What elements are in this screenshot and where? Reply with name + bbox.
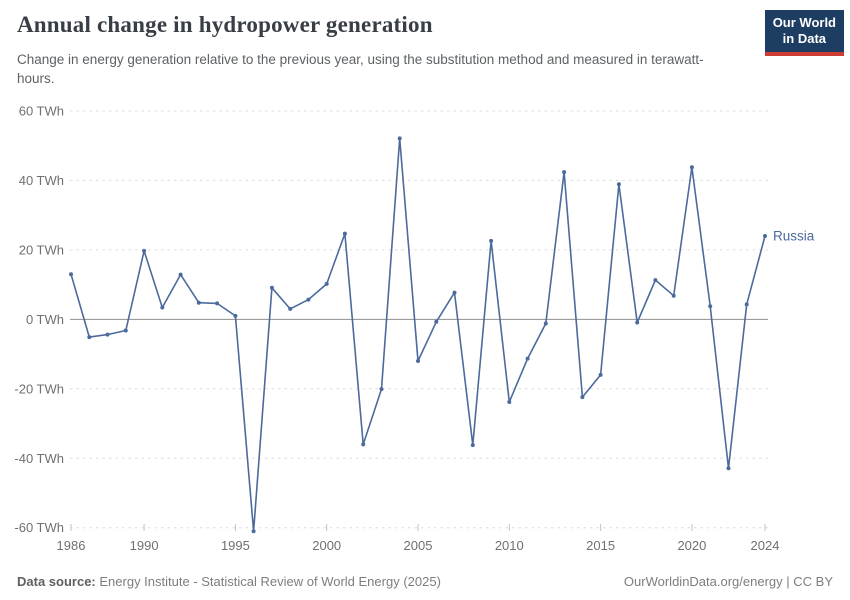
license-label: CC BY: [793, 574, 833, 589]
data-point-1998[interactable]: [288, 306, 293, 311]
data-point-1994[interactable]: [215, 301, 220, 306]
chart-footer: Data source: Energy Institute - Statisti…: [17, 574, 833, 589]
data-point-2018[interactable]: [653, 278, 658, 283]
owid-url-link[interactable]: OurWorldinData.org/energy: [623, 574, 783, 589]
data-point-2000[interactable]: [324, 281, 329, 286]
x-axis-label-2020: 2020: [677, 538, 706, 553]
data-point-2020[interactable]: [689, 165, 694, 170]
footer-divider: |: [782, 574, 794, 589]
data-line-russia[interactable]: [70, 137, 766, 533]
x-axis-label-2015: 2015: [586, 538, 615, 553]
y-axis-label-40: 40 TWh: [19, 173, 64, 188]
x-axis-label-2024: 2024: [751, 538, 780, 553]
data-point-1996[interactable]: [251, 529, 256, 534]
footer-right: OurWorldinData.org/energy | CC BY: [624, 574, 833, 589]
data-point-2011[interactable]: [525, 356, 530, 361]
data-point-2017[interactable]: [635, 320, 640, 325]
entity-label-russia[interactable]: Russia: [773, 229, 815, 244]
data-point-1995[interactable]: [233, 313, 238, 318]
data-point-1986[interactable]: [69, 272, 73, 277]
data-point-2023[interactable]: [744, 302, 749, 307]
data-point-1991[interactable]: [160, 305, 165, 310]
x-axis-label-2000: 2000: [312, 538, 341, 553]
data-point-2004[interactable]: [397, 136, 402, 141]
x-axis-label-2005: 2005: [404, 538, 433, 553]
data-point-2024[interactable]: [763, 234, 767, 238]
chart-subtitle: Change in energy generation relative to …: [17, 52, 704, 87]
y-axis-label-0: 0 TWh: [26, 312, 64, 327]
y-axis-label--60: -60 TWh: [14, 520, 64, 535]
data-point-2014[interactable]: [580, 395, 585, 400]
data-source-text: Energy Institute - Statistical Review of…: [99, 574, 441, 589]
data-point-2022[interactable]: [726, 466, 731, 471]
data-point-1992[interactable]: [178, 272, 183, 277]
data-point-2016[interactable]: [616, 182, 621, 187]
y-axis-label--40: -40 TWh: [14, 451, 64, 466]
data-point-2008[interactable]: [470, 443, 475, 448]
data-point-2001[interactable]: [342, 231, 347, 236]
data-source-label: Data source:: [17, 574, 96, 589]
data-point-1989[interactable]: [123, 328, 128, 333]
data-point-2003[interactable]: [379, 387, 384, 392]
data-point-1999[interactable]: [306, 297, 311, 302]
data-point-2007[interactable]: [452, 290, 457, 295]
data-point-2010[interactable]: [507, 400, 512, 404]
data-point-2015[interactable]: [598, 372, 603, 377]
data-point-2009[interactable]: [489, 238, 494, 243]
data-point-2005[interactable]: [416, 359, 420, 363]
x-axis-label-1990: 1990: [130, 538, 159, 553]
x-axis-label-1995: 1995: [221, 538, 250, 553]
data-point-1987[interactable]: [87, 335, 92, 340]
data-source: Data source: Energy Institute - Statisti…: [17, 574, 441, 589]
data-point-2021[interactable]: [708, 304, 713, 309]
x-axis-label-2010: 2010: [495, 538, 524, 553]
data-point-2002[interactable]: [361, 442, 366, 447]
data-point-2012[interactable]: [543, 321, 548, 326]
logo-text-line1: Our World: [772, 15, 836, 30]
data-point-2006[interactable]: [434, 319, 439, 324]
data-point-1988[interactable]: [105, 332, 110, 337]
data-point-2013[interactable]: [562, 170, 567, 175]
x-axis-label-1986: 1986: [57, 538, 86, 553]
owid-logo[interactable]: Our World in Data: [764, 10, 844, 56]
data-point-2019[interactable]: [671, 293, 676, 298]
y-axis-label-60: 60 TWh: [19, 104, 64, 119]
y-axis-label-20: 20 TWh: [19, 242, 64, 257]
y-axis-label--20: -20 TWh: [14, 381, 64, 396]
data-point-1990[interactable]: [142, 248, 147, 253]
page-title: Annual change in hydropower generation: [17, 12, 433, 37]
logo-text-line2: in Data: [782, 31, 827, 47]
data-point-1997[interactable]: [269, 285, 274, 290]
data-point-1993[interactable]: [196, 300, 201, 305]
